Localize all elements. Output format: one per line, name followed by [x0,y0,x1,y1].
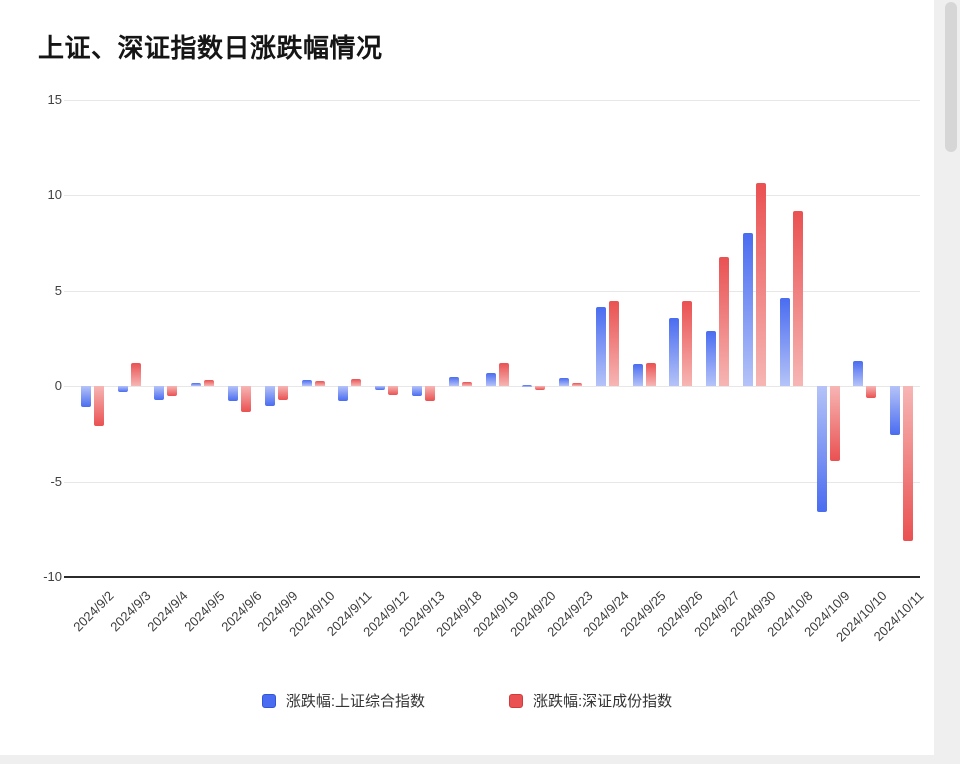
bar-sse-2024-9-20 [522,385,533,387]
y-axis-label: -5 [50,473,62,489]
bar-sse-2024-9-27 [706,330,717,387]
bar-szse-2024-9-13 [424,386,435,402]
bar-szse-2024-9-11 [351,378,362,387]
bar-sse-2024-9-25 [632,364,643,387]
bar-sse-2024-9-23 [559,377,570,387]
bar-szse-2024-9-27 [719,257,730,387]
bar-sse-2024-9-13 [411,386,422,396]
y-axis-label: 10 [47,187,62,203]
bar-szse-2024-10-9 [829,386,840,461]
chart-title: 上证、深证指数日涨跌幅情况 [38,33,383,63]
legend: 涨跌幅:上证综合指数 涨跌幅:深证成份指数 [0,690,934,711]
gridline [64,100,920,101]
y-axis-label: -10 [43,569,62,584]
plot-area: 2024/9/2 2024/9/3 2024/9/4 2024/9/5 2024/9/6… [64,100,926,645]
bar-sse-2024-9-6 [228,386,239,402]
legend-swatch-sse [261,693,276,708]
bar-szse-2024-10-10 [866,386,877,398]
legend-item-szse[interactable]: 涨跌幅:深证成份指数 [509,690,672,711]
legend-swatch-szse [509,693,523,708]
bar-szse-2024-9-23 [572,383,583,387]
bar-sse-2024-9-26 [669,317,680,387]
bar-sse-2024-9-2 [80,386,91,408]
bar-sse-2024-9-9 [264,386,275,407]
gridline [64,195,920,197]
bar-sse-2024-9-24 [595,307,606,387]
bar-sse-2024-9-5 [191,383,202,387]
bar-szse-2024-9-24 [608,301,619,387]
bar-sse-2024-10-9 [816,386,827,513]
gridline [64,481,920,483]
bar-szse-2024-9-5 [204,380,215,387]
bar-sse-2024-9-12 [375,386,386,390]
legend-label-sse: 涨跌幅:上证综合指数 [285,693,425,710]
bar-szse-2024-9-18 [461,382,472,387]
bar-sse-2024-10-8 [779,298,790,387]
bar-szse-2024-10-11 [903,386,914,541]
bar-sse-2024-9-30 [742,232,753,387]
bar-szse-2024-9-20 [535,386,546,390]
bar-szse-2024-9-19 [498,363,509,387]
bar-szse-2024-9-9 [277,386,288,401]
bar-szse-2024-10-8 [792,210,803,387]
bar-szse-2024-9-6 [241,386,252,412]
bar-szse-2024-9-10 [314,381,325,387]
bar-szse-2024-9-26 [682,301,693,387]
bar-szse-2024-9-4 [167,386,178,396]
bar-sse-2024-9-10 [301,380,312,387]
bar-sse-2024-10-10 [853,361,864,387]
y-axis-label: 0 [54,378,62,394]
legend-item-sse[interactable]: 涨跌幅:上证综合指数 [261,690,425,711]
bar-sse-2024-9-3 [117,386,128,392]
x-axis-line [64,576,920,578]
bar-chart: 2024/9/2 2024/9/3 2024/9/4 2024/9/5 2024/9/6… [43,92,926,645]
y-axis-label: 15 [47,92,62,107]
y-axis-label: 5 [54,282,62,298]
bar-szse-2024-9-25 [645,363,656,387]
gridline [64,290,920,292]
bottom-gutter [0,755,934,764]
bar-sse-2024-9-19 [485,372,496,387]
bar-sse-2024-9-4 [154,386,165,400]
scrollbar-track[interactable] [934,0,960,764]
bar-szse-2024-9-2 [93,386,104,427]
bar-szse-2024-9-3 [130,363,141,387]
bar-sse-2024-10-11 [890,386,901,435]
gridline [64,386,920,388]
legend-label-szse: 涨跌幅:深证成份指数 [533,693,673,710]
bar-szse-2024-9-12 [388,386,399,395]
bar-sse-2024-9-11 [338,386,349,402]
bar-szse-2024-9-30 [755,182,766,387]
bar-sse-2024-9-18 [448,376,459,387]
scrollbar-thumb[interactable] [945,2,957,152]
